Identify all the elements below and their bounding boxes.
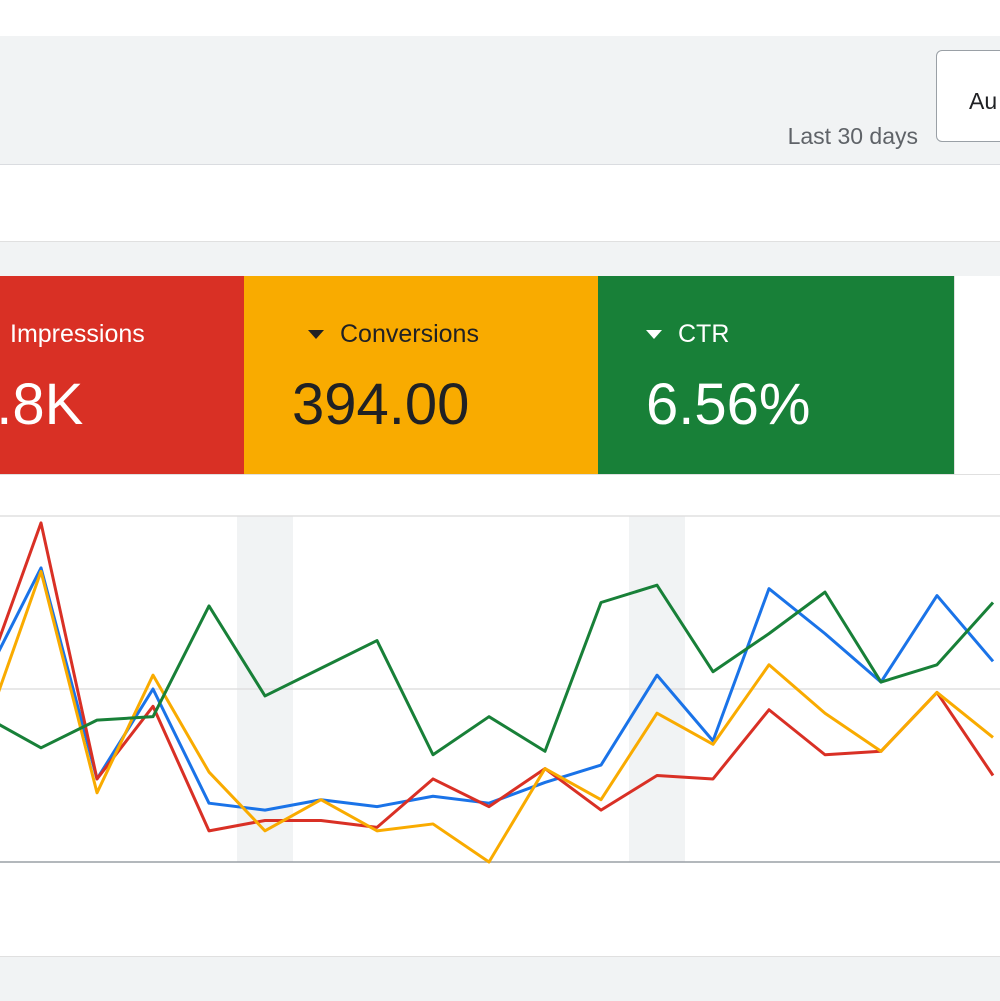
- metric-label-row: Conversions: [308, 320, 479, 349]
- metric-card-impressions[interactable]: Impressions 3.8K: [0, 276, 244, 474]
- header-bar: Last 30 days: [0, 36, 1000, 165]
- series-line-0: [0, 566, 995, 812]
- metric-label: Impressions: [10, 320, 145, 348]
- toolbar-band: [0, 165, 1000, 241]
- metric-label: CTR: [678, 320, 730, 348]
- metric-card-ctr[interactable]: CTR 6.56%: [598, 276, 954, 474]
- series-line-3: [0, 583, 995, 757]
- metric-label-row: Impressions: [0, 320, 145, 349]
- dropdown-arrow-icon: [308, 330, 324, 339]
- metric-value: 394.00: [292, 372, 470, 437]
- section-separator: [0, 241, 1000, 277]
- date-range-label: Last 30 days: [787, 123, 918, 149]
- metric-card-conversions[interactable]: Conversions 394.00: [244, 276, 598, 474]
- top-strip: ▔ ▔▔▔▔ ▔▔▔▔ ▔▔▔▔▔▔▔▔▔▔ ▔▔ ▔ ▔ ▔: [0, 0, 1000, 36]
- date-picker-button[interactable]: Au: [936, 50, 1000, 142]
- bottom-band: [0, 956, 1000, 1001]
- performance-chart: [0, 474, 1000, 957]
- metric-cards: Impressions 3.8K Conversions 394.00 CTR …: [0, 276, 1000, 474]
- series-line-1: [0, 521, 995, 833]
- dropdown-arrow-icon: [646, 330, 662, 339]
- line-chart: [0, 515, 1000, 864]
- metric-value: 6.56%: [646, 372, 811, 437]
- metric-label-row: CTR: [646, 320, 729, 349]
- metric-card-add[interactable]: [954, 276, 1000, 474]
- cropped-heading: ▔ ▔▔▔▔ ▔▔▔▔ ▔▔▔▔▔▔▔▔▔▔ ▔▔ ▔ ▔ ▔: [10, 0, 613, 20]
- metric-value: 3.8K: [0, 372, 84, 437]
- series-line-2: [0, 569, 994, 864]
- date-picker-button-label: Au: [969, 88, 998, 114]
- metric-label: Conversions: [340, 320, 479, 348]
